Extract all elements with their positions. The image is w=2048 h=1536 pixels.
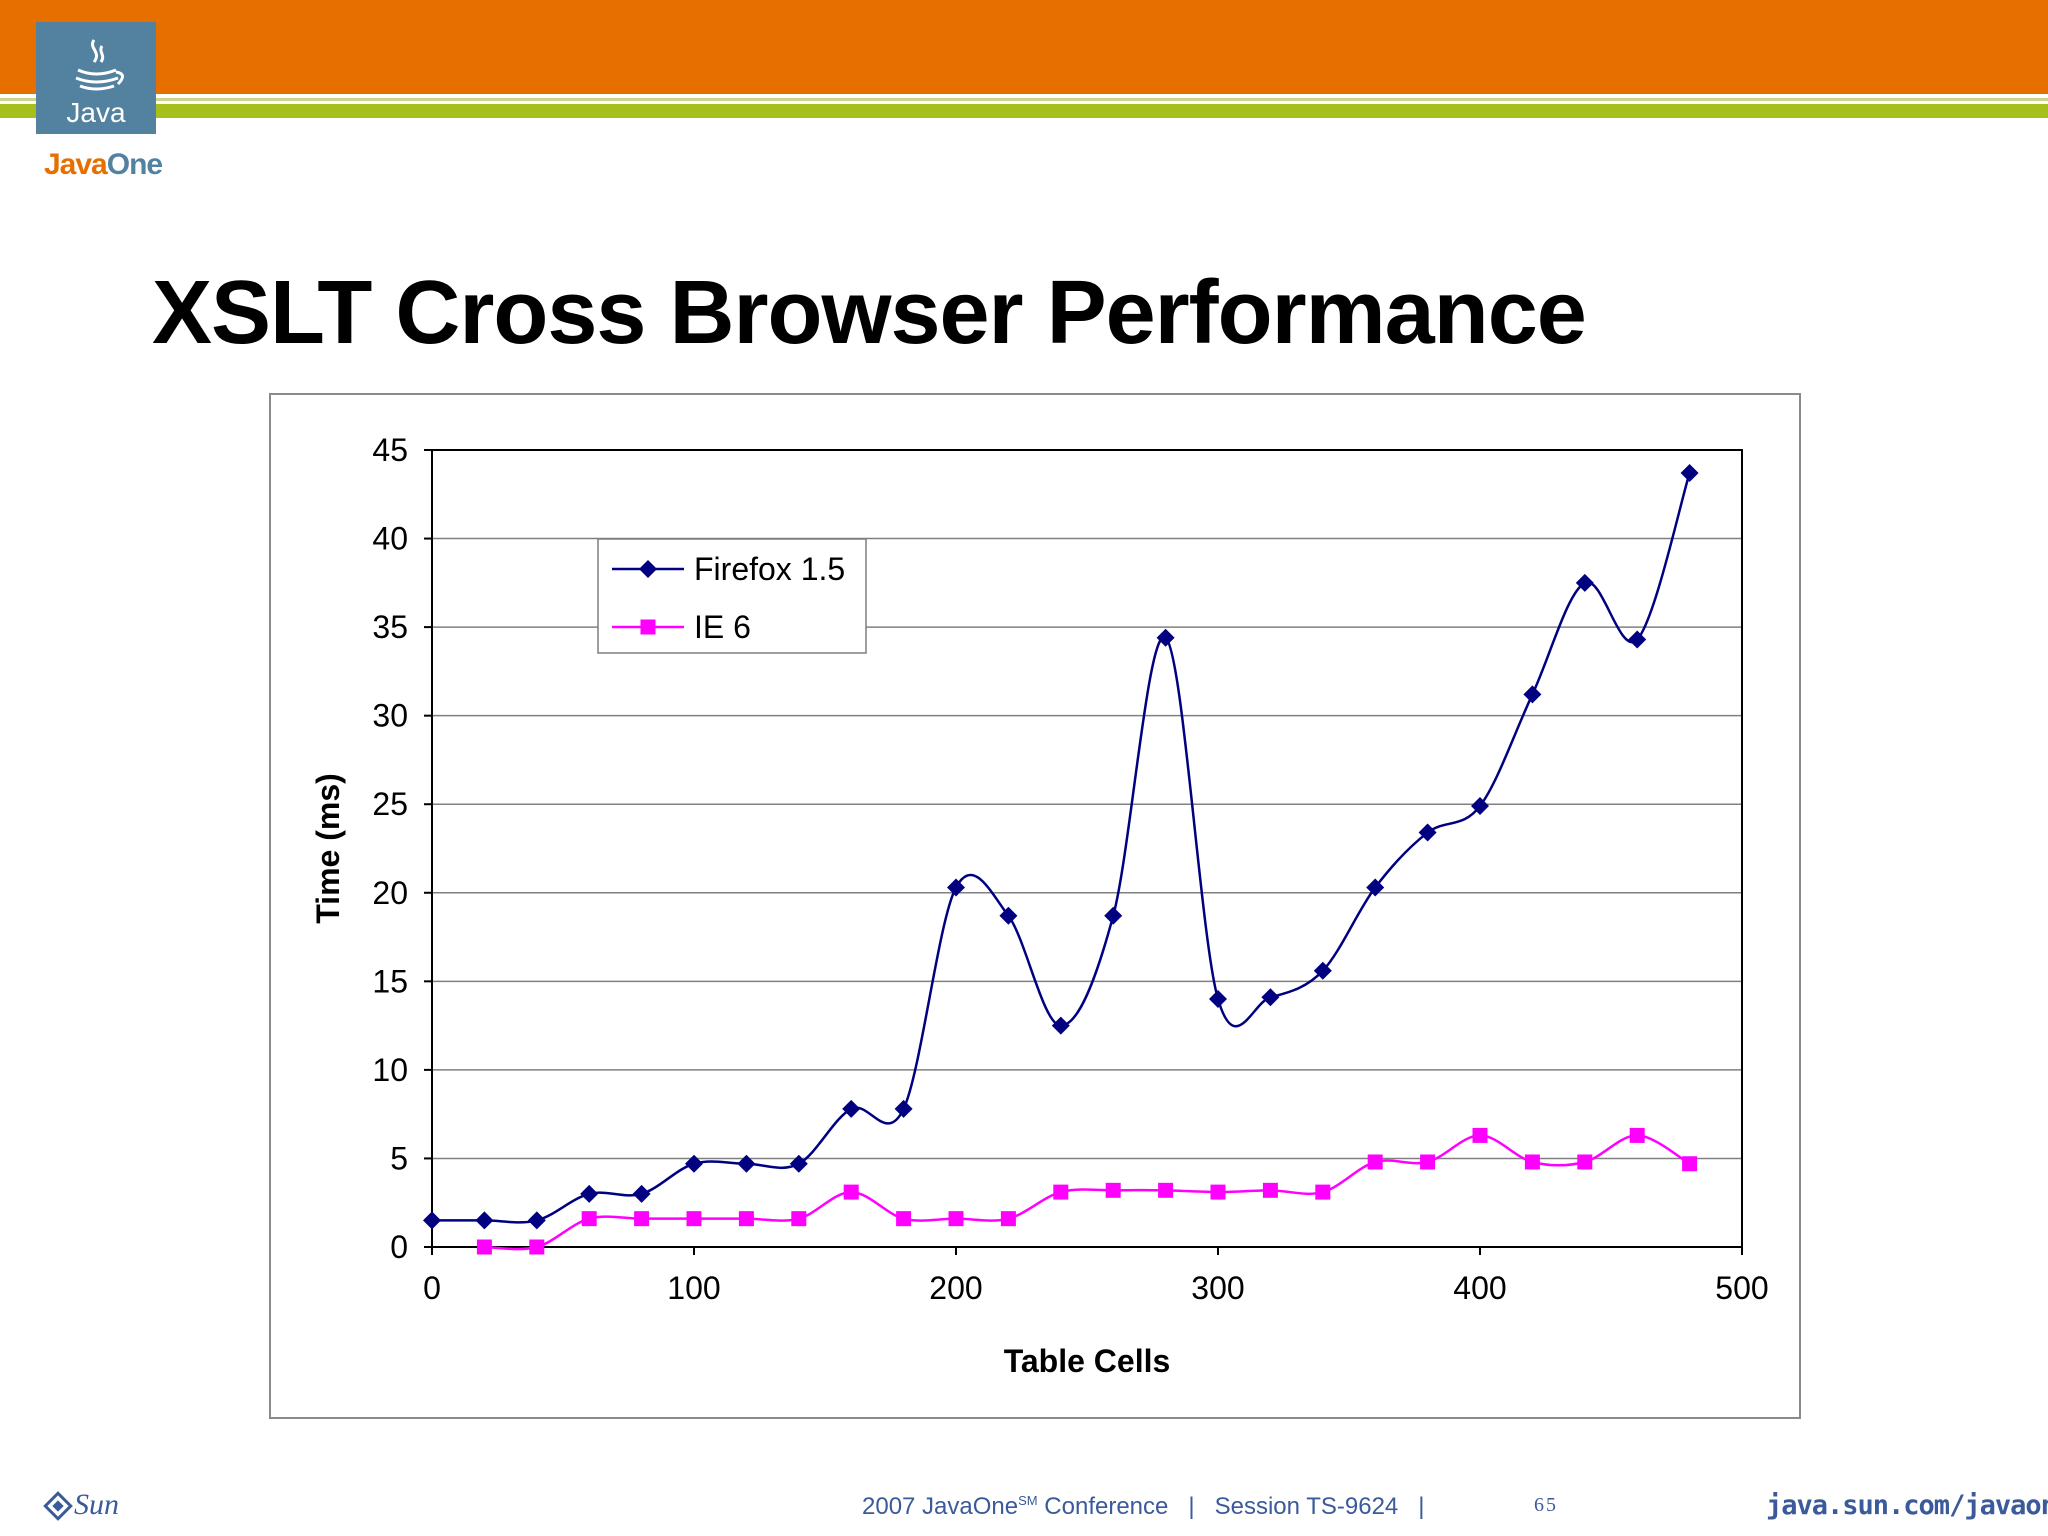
point-firefox-20 [1471,796,1489,815]
point-ie-1 [529,1239,545,1255]
header-orange-band [0,0,2048,94]
point-firefox-3 [580,1184,599,1203]
xtick-label-400: 400 [1453,1270,1506,1306]
point-ie-7 [843,1184,859,1200]
xtick-label-100: 100 [667,1270,720,1306]
java-cup-icon: Java [66,39,126,128]
point-ie-15 [1262,1182,1278,1198]
series-line-ie [484,1134,1691,1251]
xtick-label-500: 500 [1715,1270,1768,1306]
point-ie-3 [634,1211,650,1227]
point-firefox-9 [894,1099,913,1118]
point-ie-19 [1472,1127,1488,1143]
point-ie-4 [686,1211,702,1227]
point-ie-14 [1210,1184,1226,1200]
point-ie-5 [738,1211,754,1227]
ytick-label-20: 20 [372,875,408,911]
legend-label-firefox: Firefox 1.5 [694,551,845,587]
point-firefox-6 [737,1154,756,1173]
footer-url[interactable]: java.sun.com/javaone [1766,1490,2048,1521]
point-firefox-1 [475,1211,494,1230]
plot-area [431,449,1743,1248]
point-ie-8 [896,1211,912,1227]
point-firefox-13 [1104,906,1123,925]
x-axis-label: Table Cells [1004,1343,1171,1379]
point-firefox-15 [1209,990,1227,1009]
brand-java: Java [44,148,108,181]
ytick-label-45: 45 [372,432,408,468]
point-ie-21 [1577,1154,1593,1170]
point-firefox-10 [947,878,965,897]
header-green-band [0,104,2048,118]
point-firefox-17 [1313,961,1332,980]
point-firefox-22 [1575,573,1594,592]
point-ie-17 [1367,1154,1383,1170]
point-ie-10 [1000,1211,1016,1227]
header-thin-stripe [0,98,2048,101]
point-firefox-19 [1418,823,1437,842]
brand-one: One [106,148,163,181]
point-ie-0 [476,1239,492,1255]
page-number: 65 [1534,1494,1558,1516]
footer-session: Conference | Session TS-9624 | [1037,1493,1425,1520]
point-firefox-2 [527,1211,546,1230]
point-firefox-24 [1680,464,1699,483]
point-ie-11 [1053,1184,1069,1200]
java-logo: Java [36,22,156,134]
point-firefox-7 [789,1154,808,1173]
point-firefox-23 [1628,630,1647,649]
slide-title: XSLT Cross Browser Performance [152,263,1587,363]
y-axis-label: Time (ms) [310,773,346,924]
ytick-label-10: 10 [372,1052,408,1088]
ytick-label-25: 25 [372,786,408,822]
ytick-label-5: 5 [390,1140,408,1176]
point-firefox-21 [1523,685,1542,704]
point-ie-23 [1682,1156,1698,1172]
footer-conference-text: 2007 JavaOneSM Conference | Session TS-9… [862,1493,1425,1521]
point-firefox-5 [685,1154,703,1173]
point-firefox-11 [999,906,1018,925]
series-group [423,464,1699,1255]
x-tick-labels: 0 100 200 300 400 500 [423,1247,1769,1306]
xtick-label-0: 0 [423,1270,441,1306]
java-logo-text: Java [66,97,126,128]
point-ie-18 [1420,1154,1436,1170]
point-firefox-4 [632,1184,651,1203]
point-ie-20 [1524,1154,1540,1170]
point-ie-22 [1629,1127,1645,1143]
point-ie-9 [948,1211,964,1227]
ytick-label-35: 35 [372,609,408,645]
point-firefox-8 [842,1099,861,1118]
ytick-label-0: 0 [390,1229,408,1265]
y-tick-labels: 0 5 10 15 20 25 30 35 40 45 [372,432,432,1265]
footer-service-mark: SM [1018,1493,1038,1508]
point-firefox-16 [1261,988,1280,1007]
point-firefox-12 [1051,1016,1070,1035]
xtick-label-300: 300 [1191,1270,1244,1306]
ytick-label-30: 30 [372,698,408,734]
xtick-label-200: 200 [929,1270,982,1306]
point-ie-2 [581,1211,597,1227]
sun-logo-icon [43,1491,73,1521]
point-ie-12 [1105,1182,1121,1198]
point-firefox-14 [1156,628,1175,647]
legend-marker-firefox [639,560,657,578]
point-ie-6 [791,1211,807,1227]
legend-label-ie: IE 6 [694,609,751,645]
point-firefox-0 [423,1211,441,1230]
legend: Firefox 1.5 IE 6 [597,538,867,654]
legend-marker-ie [640,619,656,635]
point-ie-13 [1158,1182,1174,1198]
sun-logo-text: Sun [74,1488,119,1521]
point-firefox-18 [1366,878,1385,897]
footer-conference-prefix: 2007 JavaOne [862,1493,1019,1520]
ytick-label-40: 40 [372,521,408,557]
javaone-brand: JavaOne [44,148,163,182]
ytick-label-15: 15 [372,963,408,999]
point-ie-16 [1315,1184,1331,1200]
